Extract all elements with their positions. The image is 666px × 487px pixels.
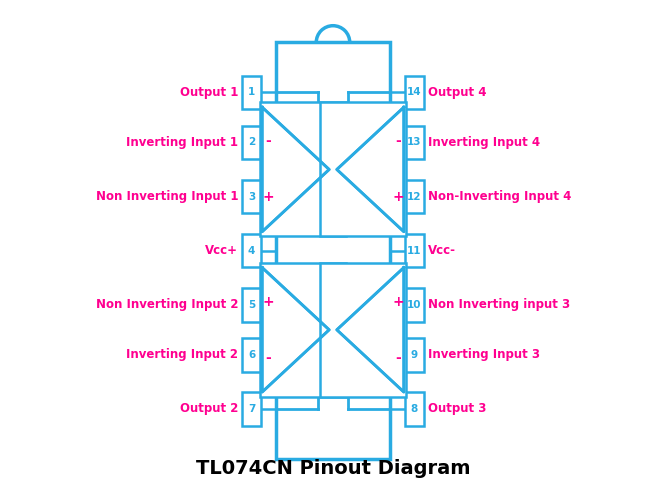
Text: 7: 7: [248, 404, 255, 414]
Text: 3: 3: [248, 191, 255, 202]
Text: Inverting Input 1: Inverting Input 1: [127, 136, 238, 149]
Bar: [405, 180, 424, 213]
Text: +: +: [392, 190, 404, 205]
Bar: [405, 234, 424, 267]
Text: 5: 5: [248, 300, 255, 310]
Bar: [405, 288, 424, 321]
Text: Non-Inverting Input 4: Non-Inverting Input 4: [428, 190, 571, 203]
Bar: [405, 338, 424, 372]
Text: 8: 8: [411, 404, 418, 414]
Text: Output 2: Output 2: [180, 402, 238, 415]
Text: -: -: [395, 134, 401, 149]
Bar: [320, 102, 406, 237]
Bar: [242, 288, 261, 321]
Text: 4: 4: [248, 245, 255, 256]
Text: +: +: [262, 295, 274, 309]
Text: TL074CN Pinout Diagram: TL074CN Pinout Diagram: [196, 459, 470, 478]
Text: -: -: [265, 351, 271, 365]
Text: Inverting Input 4: Inverting Input 4: [428, 136, 540, 149]
Bar: [242, 126, 261, 159]
Bar: [242, 75, 261, 109]
Bar: [260, 102, 346, 237]
Text: +: +: [262, 190, 274, 205]
Text: Non Inverting Input 1: Non Inverting Input 1: [96, 190, 238, 203]
Text: 9: 9: [411, 350, 418, 360]
Bar: [242, 180, 261, 213]
Text: Non Inverting input 3: Non Inverting input 3: [428, 299, 570, 311]
Bar: [242, 392, 261, 426]
Bar: [405, 75, 424, 109]
Text: 2: 2: [248, 137, 255, 148]
Text: Non Inverting Input 2: Non Inverting Input 2: [96, 299, 238, 311]
Text: 11: 11: [407, 245, 422, 256]
Text: +: +: [392, 295, 404, 309]
Bar: [405, 392, 424, 426]
Text: Vcc+: Vcc+: [205, 244, 238, 257]
Bar: [405, 126, 424, 159]
Bar: [242, 234, 261, 267]
Text: Inverting Input 2: Inverting Input 2: [127, 348, 238, 361]
Text: 13: 13: [407, 137, 422, 148]
Text: 6: 6: [248, 350, 255, 360]
Bar: [242, 338, 261, 372]
Text: 1: 1: [248, 88, 255, 97]
Text: Output 3: Output 3: [428, 402, 486, 415]
Text: Output 1: Output 1: [180, 86, 238, 99]
Bar: [276, 42, 390, 459]
Text: 10: 10: [407, 300, 422, 310]
Text: -: -: [395, 351, 401, 365]
Text: Output 4: Output 4: [428, 86, 486, 99]
Text: -: -: [265, 134, 271, 149]
Text: Inverting Input 3: Inverting Input 3: [428, 348, 539, 361]
Text: 12: 12: [407, 191, 422, 202]
Text: 14: 14: [407, 88, 422, 97]
Bar: [260, 263, 346, 397]
Text: Vcc-: Vcc-: [428, 244, 456, 257]
Bar: [320, 263, 406, 397]
